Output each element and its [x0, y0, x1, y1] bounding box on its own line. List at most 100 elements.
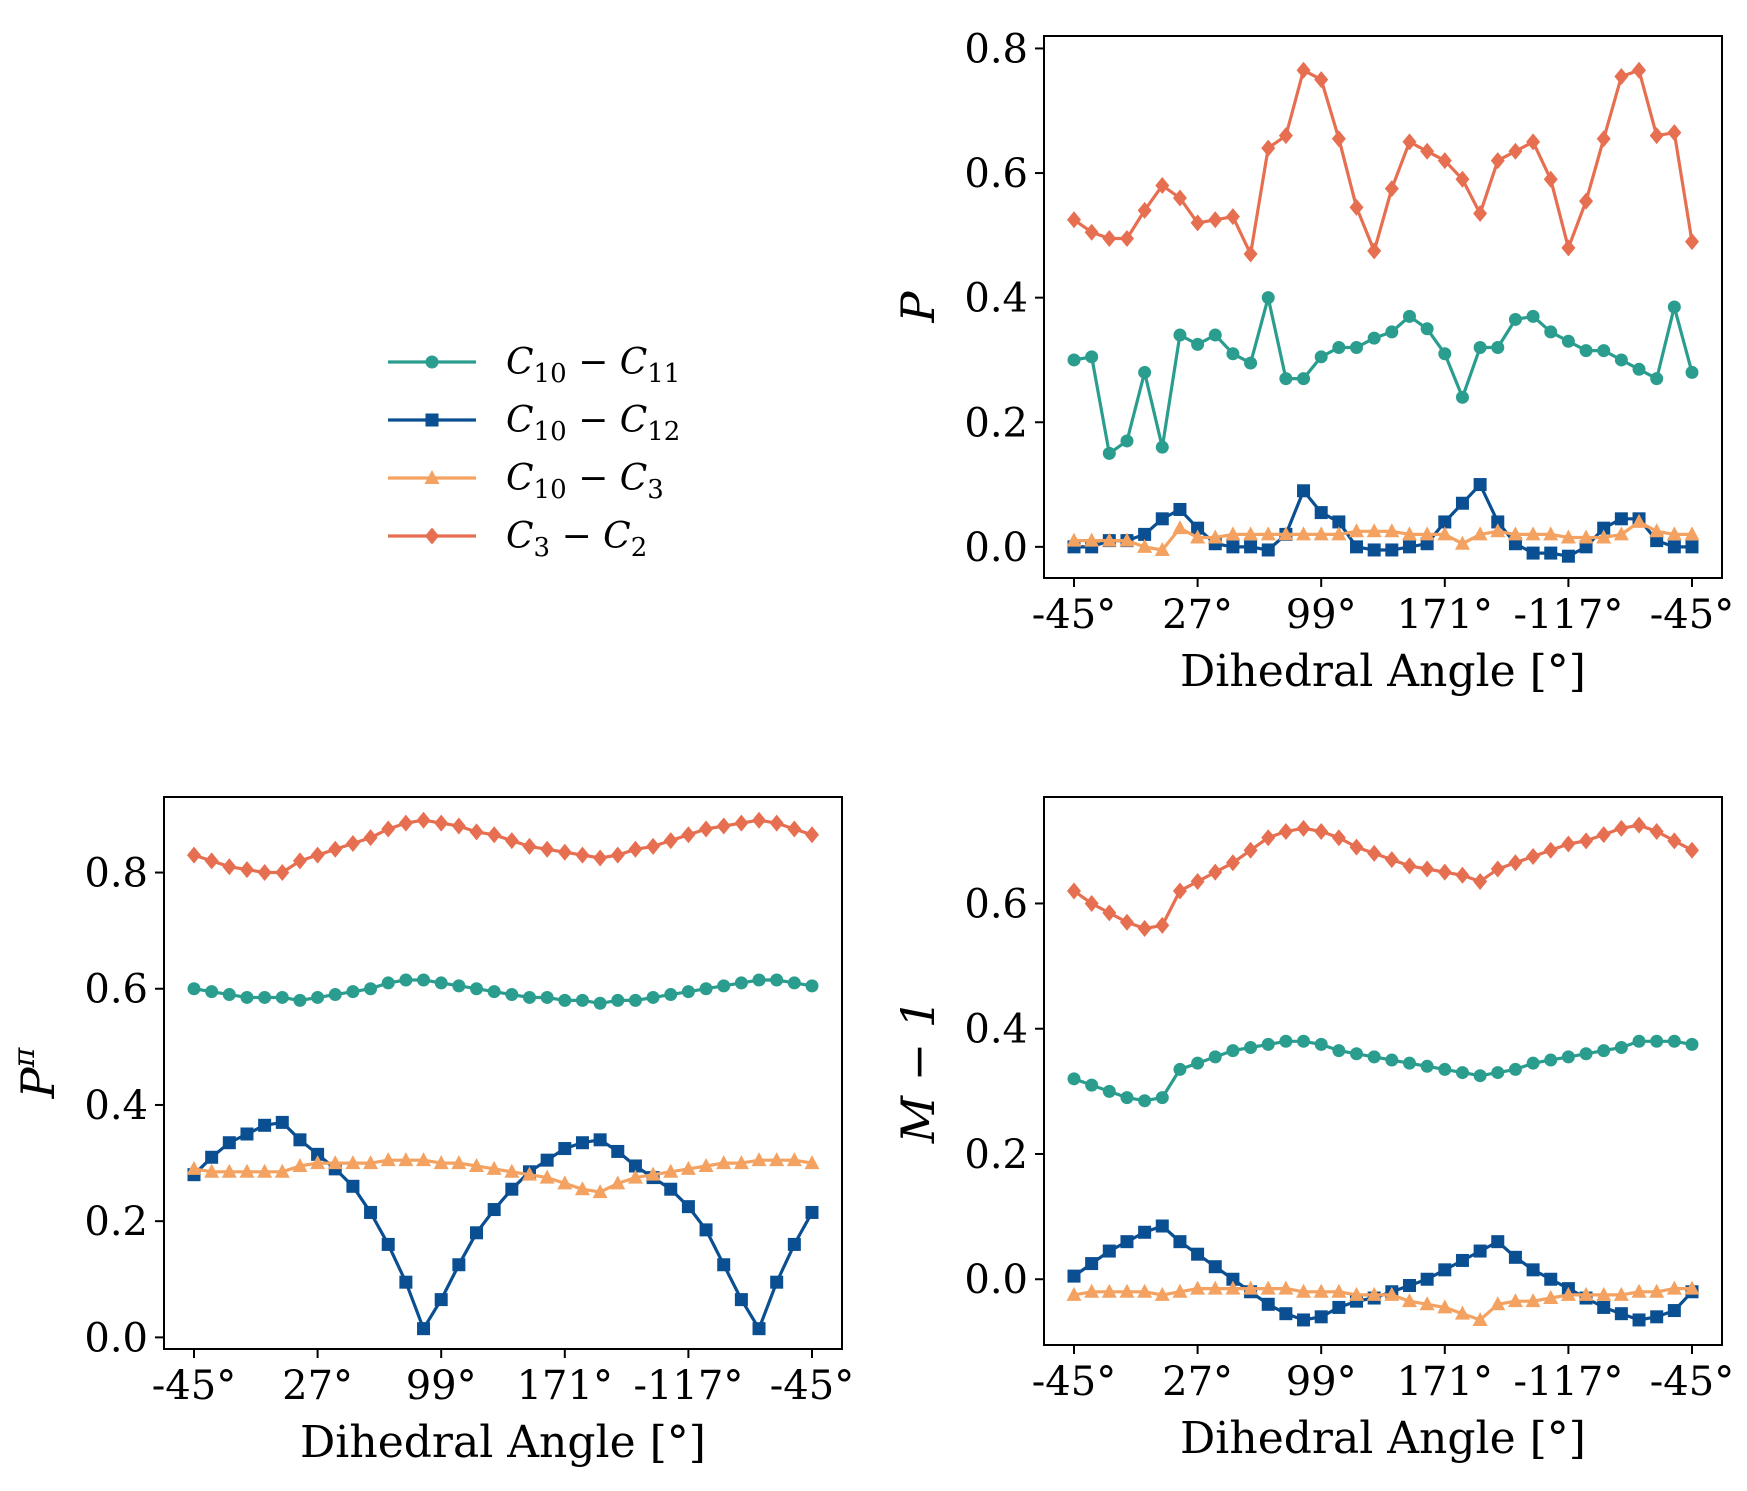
data-point-c3-c2	[345, 834, 360, 852]
data-point-c10-c11	[1279, 372, 1293, 386]
data-point-c10-c3	[1190, 529, 1206, 544]
data-point-c10-c11	[1367, 331, 1381, 345]
data-point-c10-c12	[664, 1182, 678, 1196]
data-point-c10-c12	[1544, 546, 1558, 560]
data-point-c3-c2	[1455, 866, 1470, 884]
data-point-c10-c12	[1455, 496, 1469, 510]
y-tick-label: 0.2	[84, 1199, 148, 1245]
data-point-c10-c3	[1225, 526, 1241, 541]
data-point-c10-c3	[221, 1163, 237, 1178]
data-point-c10-c12	[240, 1127, 254, 1141]
data-point-c10-c12	[752, 1322, 766, 1336]
data-point-c10-c12	[1438, 515, 1452, 529]
data-point-c3-c2	[1208, 863, 1223, 881]
data-point-c10-c12	[1685, 540, 1699, 554]
data-point-c10-c3	[1684, 526, 1700, 541]
x-tick-label: -45°	[1032, 592, 1116, 638]
data-point-c10-c11	[575, 993, 589, 1007]
data-point-c3-c2	[628, 840, 643, 858]
x-tick-label: -45°	[770, 1363, 854, 1409]
data-point-c10-c11	[1420, 322, 1434, 336]
data-point-c10-c11	[1226, 347, 1240, 361]
data-point-c10-c11	[1138, 365, 1152, 379]
data-point-c10-c3	[1243, 526, 1259, 541]
data-point-c10-c12	[1667, 1304, 1681, 1318]
data-point-c10-c12	[787, 1237, 801, 1251]
data-point-c10-c3	[751, 1152, 767, 1167]
data-point-c3-c2	[1420, 860, 1435, 878]
data-point-c10-c11	[1544, 1053, 1558, 1067]
data-point-c10-c3	[204, 1163, 220, 1178]
data-point-c10-c12	[470, 1226, 484, 1240]
data-point-c10-c11	[1385, 325, 1399, 339]
data-point-c3-c2	[540, 840, 555, 858]
data-point-c3-c2	[1190, 873, 1205, 891]
y-axis-label: M − 1	[891, 999, 945, 1144]
data-point-c10-c11	[611, 993, 625, 1007]
data-point-c10-c11	[1102, 1084, 1116, 1098]
data-point-c10-c12	[611, 1144, 625, 1158]
data-point-c10-c12	[1438, 1263, 1452, 1277]
data-point-c10-c12	[1173, 502, 1187, 516]
data-point-c10-c11	[1385, 1053, 1399, 1067]
legend-entry-c10-c11: C10 − C11	[388, 342, 680, 389]
data-point-c10-c12	[364, 1205, 378, 1219]
data-point-c10-c12	[1244, 540, 1258, 554]
data-point-c10-c12	[575, 1136, 589, 1150]
data-point-c10-c11	[1491, 1066, 1505, 1080]
data-point-c10-c12	[1226, 1272, 1240, 1286]
data-point-c10-c11	[646, 990, 660, 1004]
data-point-c10-c3	[1154, 541, 1170, 556]
data-point-c10-c12	[1314, 1310, 1328, 1324]
data-point-c10-c3	[1101, 532, 1117, 547]
data-point-c10-c11	[681, 985, 695, 999]
data-point-c10-c11	[1544, 325, 1558, 339]
y-tick-label: 0.6	[84, 967, 148, 1013]
data-point-c10-c12	[1332, 515, 1346, 529]
data-point-c10-c3	[363, 1155, 379, 1170]
data-point-c10-c12	[293, 1133, 307, 1147]
data-point-c3-c2	[1349, 198, 1364, 216]
data-point-c3-c2	[1084, 223, 1099, 241]
data-point-c10-c3	[1613, 1286, 1629, 1301]
data-point-c10-c11	[311, 990, 325, 1004]
data-point-c10-c12	[311, 1147, 325, 1161]
data-point-c10-c3	[786, 1152, 802, 1167]
data-point-c10-c3	[504, 1163, 520, 1178]
data-point-c10-c3	[1490, 1296, 1506, 1311]
data-point-c10-c3	[1331, 1283, 1347, 1298]
data-point-c3-c2	[1579, 192, 1594, 210]
data-point-c10-c3	[1454, 1305, 1470, 1320]
data-point-c10-c11	[1155, 1091, 1169, 1105]
data-point-c3-c2	[752, 811, 767, 829]
data-point-c10-c3	[1260, 1280, 1276, 1295]
data-point-c10-c3	[557, 1175, 573, 1190]
data-point-c10-c11	[1455, 1066, 1469, 1080]
data-point-c10-c11	[1261, 291, 1275, 305]
y-axis-label: Pπ	[7, 1046, 65, 1099]
data-point-c10-c11	[258, 990, 272, 1004]
data-point-c3-c2	[1649, 822, 1664, 840]
data-point-c10-c11	[293, 993, 307, 1007]
data-point-c10-c3	[1649, 1283, 1665, 1298]
data-point-c10-c12	[205, 1150, 219, 1164]
data-point-c10-c11	[1526, 309, 1540, 323]
axes-frame	[163, 796, 843, 1350]
data-point-c10-c3	[274, 1163, 290, 1178]
data-point-c10-c11	[1579, 344, 1593, 358]
data-point-c10-c11	[1402, 1056, 1416, 1070]
data-point-c10-c12	[1455, 1253, 1469, 1267]
data-point-c3-c2	[1526, 133, 1541, 151]
data-point-c10-c11	[1508, 312, 1522, 326]
data-point-c10-c3	[1331, 526, 1347, 541]
data-point-c3-c2	[1119, 913, 1134, 931]
data-point-c10-c11	[1067, 353, 1081, 367]
data-point-c10-c3	[486, 1160, 502, 1175]
data-point-c10-c3	[698, 1157, 714, 1172]
legend-marker	[425, 527, 439, 545]
data-point-c10-c11	[505, 988, 519, 1002]
data-point-c3-c2	[239, 861, 254, 879]
data-point-c10-c3	[1525, 526, 1541, 541]
data-point-c10-c11	[1350, 340, 1364, 354]
data-point-c10-c11	[752, 973, 766, 987]
